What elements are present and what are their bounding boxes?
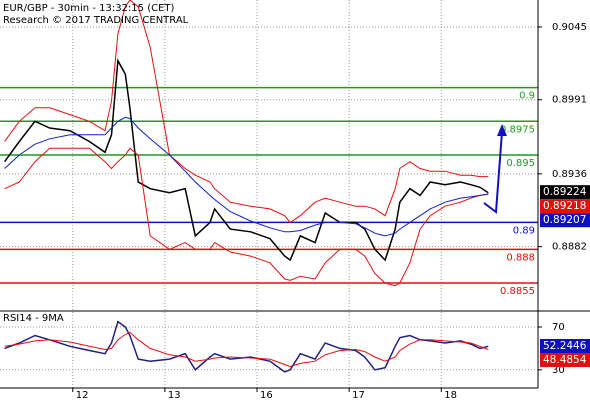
series-line	[4, 320, 489, 373]
price-tag	[540, 185, 590, 200]
level-label: 0.895	[506, 158, 535, 169]
y-tick-label: 70	[552, 322, 565, 333]
x-tick-label: 12	[76, 390, 89, 400]
level-label: 0.9	[519, 91, 535, 102]
y-tick-label: 0.8936	[552, 169, 587, 180]
price-tag	[540, 352, 590, 367]
price-tag-label: 52.2446	[543, 340, 587, 352]
price-tag-label: 0.89218	[543, 200, 586, 212]
level-label: 0.8975	[500, 124, 535, 135]
x-tick-label: 13	[168, 390, 181, 400]
y-tick-label: 30	[552, 365, 565, 376]
arrow-head	[497, 124, 507, 136]
level-label: 0.89	[513, 225, 535, 236]
price-tag-label: 0.89224	[543, 186, 587, 198]
y-tick-label: 0.8991	[552, 95, 587, 106]
price-tag-label: 0.89207	[543, 214, 586, 226]
forecast-arrow	[483, 131, 503, 214]
y-tick-label: 0.9045	[552, 22, 587, 33]
price-tag	[540, 213, 590, 228]
panel-title: RSI14 - 9MA	[3, 313, 64, 324]
price-tag	[540, 199, 590, 214]
level-label: 0.888	[506, 252, 535, 263]
price-tag	[540, 338, 590, 353]
series-line	[4, 0, 489, 224]
series-line	[3, 58, 489, 262]
price-tag-label: 48.4854	[543, 354, 587, 366]
x-tick-label: 17	[352, 390, 365, 400]
series-line	[4, 116, 489, 237]
chart-title: EUR/GBP - 30min - 13:32:15 (CET)	[3, 3, 175, 14]
level-label: 0.8855	[500, 286, 535, 297]
series-line	[4, 331, 489, 368]
x-tick-label: 18	[444, 390, 457, 400]
series-line	[4, 147, 489, 287]
x-tick-label: 16	[260, 390, 273, 400]
chart-subtitle: Research © 2017 TRADING CENTRAL	[3, 15, 189, 26]
y-tick-label: 0.8882	[552, 242, 587, 253]
